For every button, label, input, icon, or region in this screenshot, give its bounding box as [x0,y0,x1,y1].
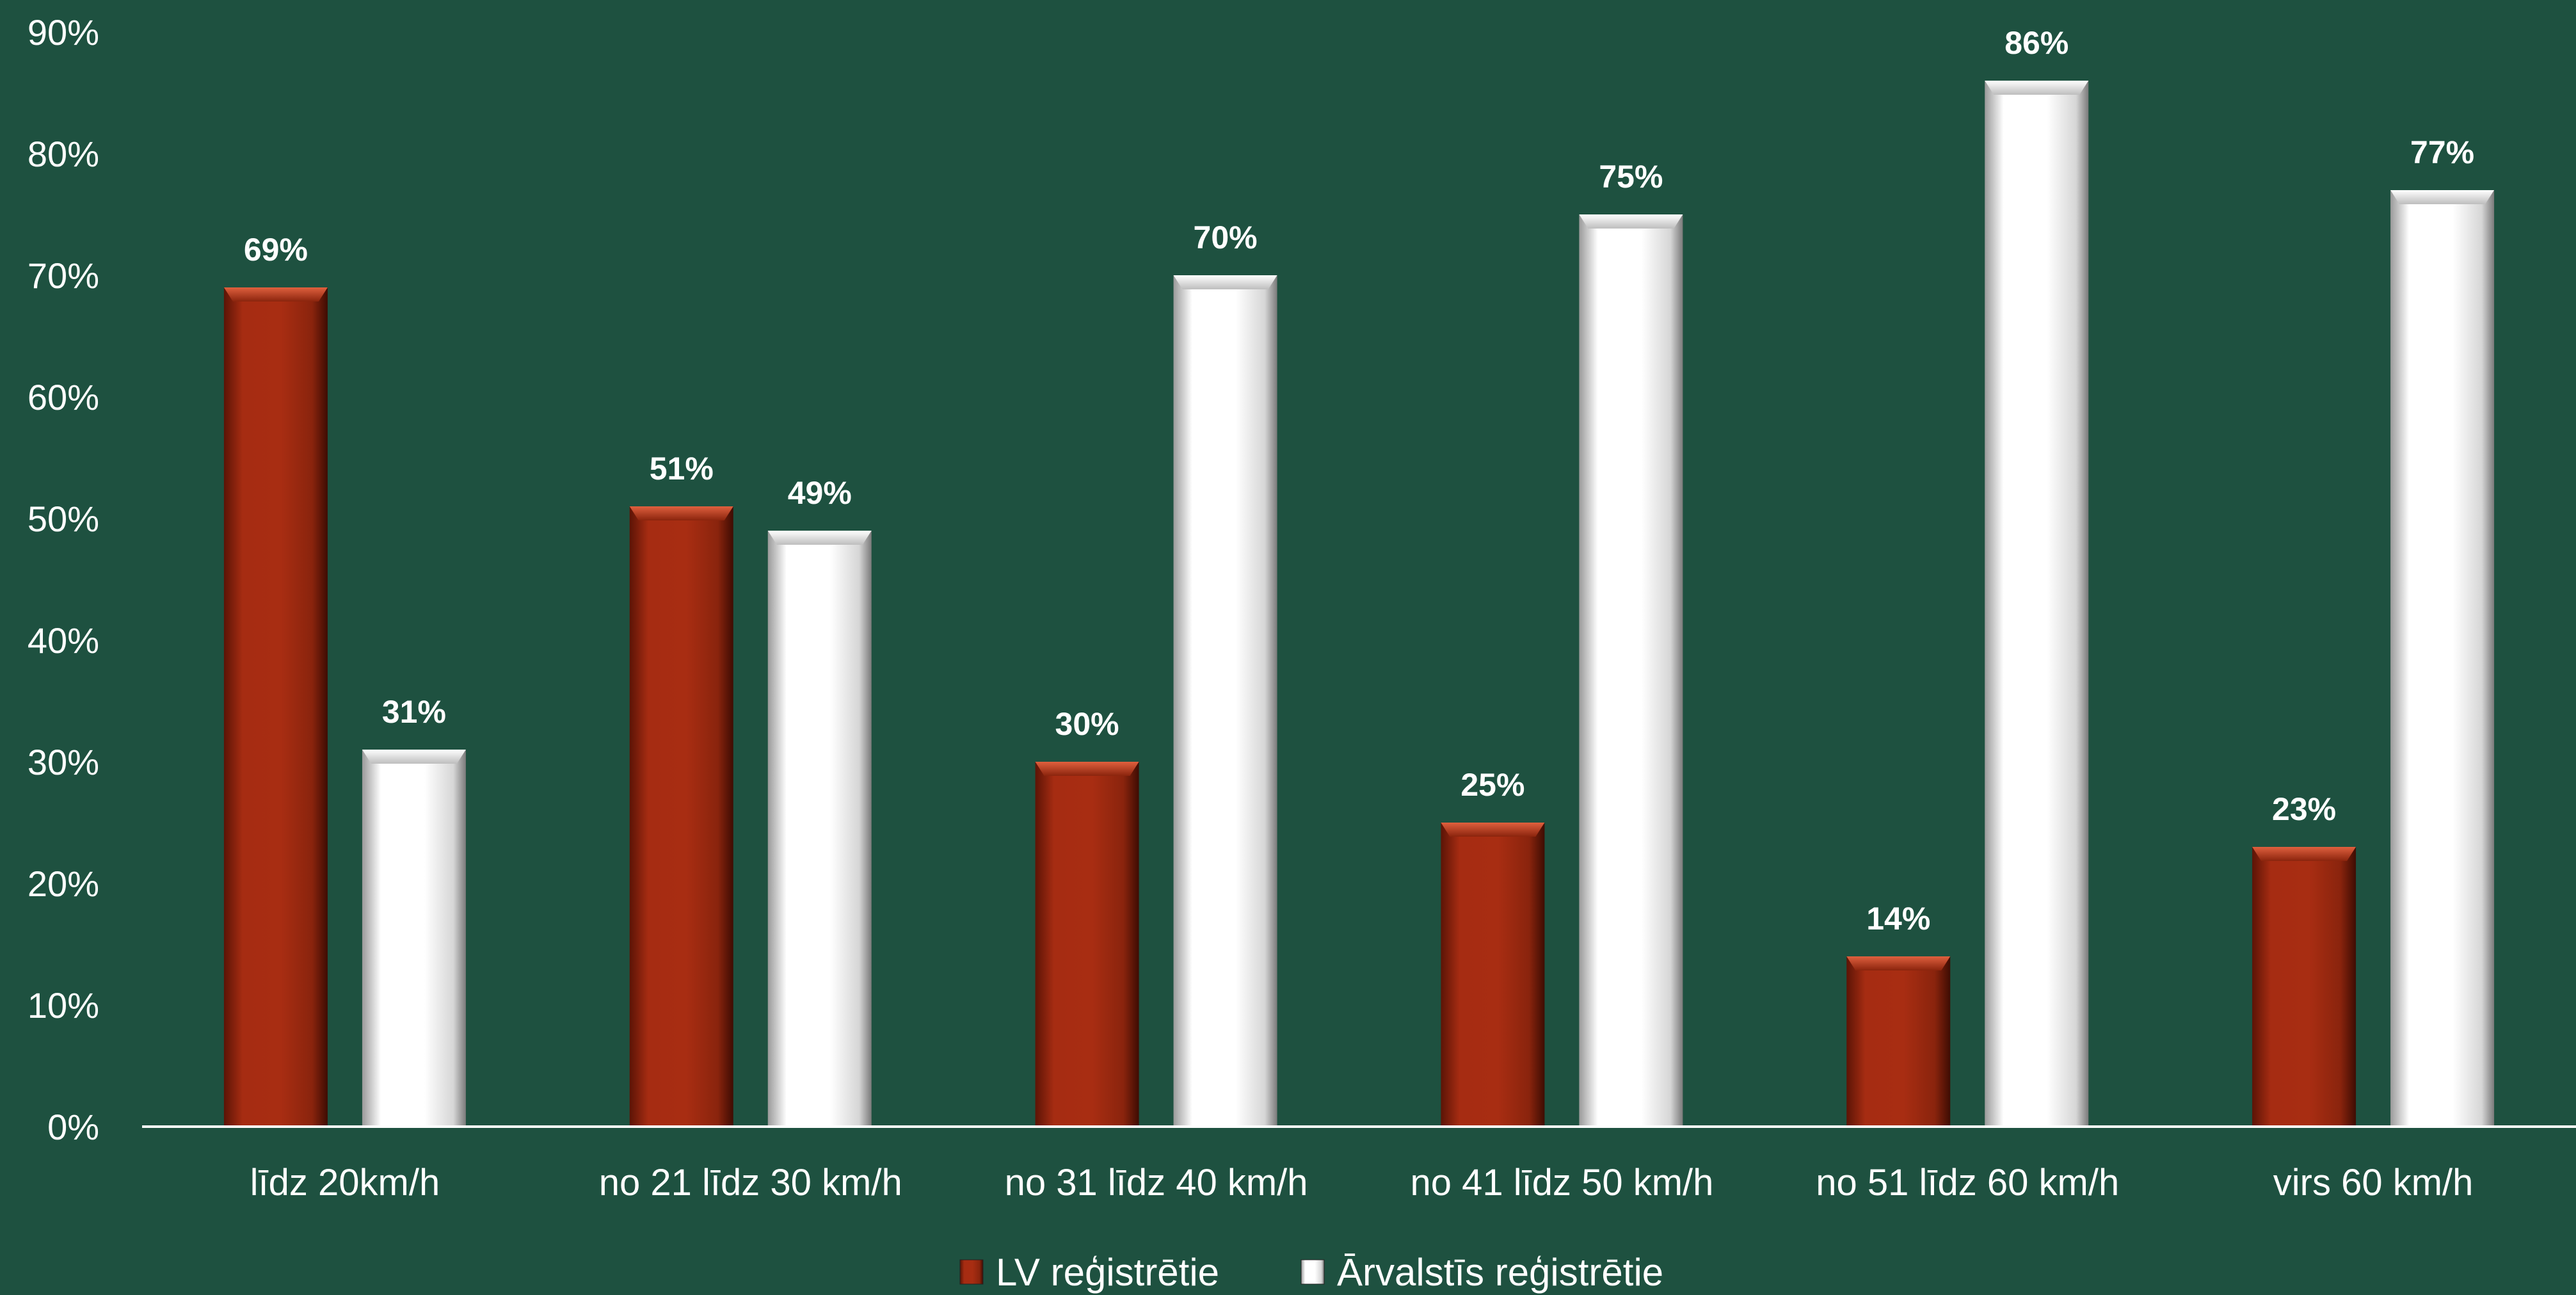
lv-bar-group: 51% [629,451,733,1127]
foreign-bar-cap [1173,275,1277,289]
x-tick-label: no 21 līdz 30 km/h [599,1162,902,1203]
x-tick-label: līdz 20km/h [250,1162,440,1203]
lv-bar-group: 30% [1035,706,1139,1127]
foreign-bar [1985,81,2089,1127]
y-tick-label: 50% [28,499,99,539]
legend-swatch-foreign [1300,1259,1325,1285]
lv-bar [2252,847,2356,1127]
lv-bar [1441,823,1545,1127]
legend: LV reģistrētie Ārvalstīs reģistrētie [959,1251,1663,1294]
lv-bar-cap [1441,823,1545,837]
lv-bar-cap [1846,956,1951,970]
foreign-bar-cap [2390,190,2495,204]
foreign-bar [362,750,466,1127]
legend-swatch-lv [959,1259,984,1285]
x-tick-label: no 41 līdz 50 km/h [1410,1162,1713,1203]
lv-bar-group: 14% [1846,901,1951,1127]
lv-bar [1035,762,1139,1127]
data-label: 69% [244,232,308,268]
lv-bar-cap [1035,762,1139,776]
foreign-bar-cap [362,750,466,764]
data-label: 75% [1599,159,1663,195]
foreign-bar-group: 49% [767,475,872,1127]
foreign-bar [1173,275,1277,1127]
y-tick-label: 60% [28,377,99,417]
data-label: 14% [1866,901,1930,937]
y-tick-label: 20% [28,864,99,904]
foreign-bar-cap [767,531,872,545]
lv-bar [629,506,733,1127]
y-tick-label: 0% [47,1107,99,1147]
lv-bar-cap [2252,847,2356,861]
foreign-bar-group: 77% [2390,134,2495,1127]
x-tick-label: no 51 līdz 60 km/h [1816,1162,2119,1203]
bars: 69% 31% 51% 49% 30% 70% 25% 75% 14% 86% 23% 77% [223,25,2495,1127]
legend-label: LV reģistrētie [996,1251,1219,1294]
foreign-bar-group: 70% [1173,220,1277,1127]
data-label: 51% [650,451,714,487]
foreign-bar-group: 86% [1985,25,2089,1127]
x-tick-label: no 31 līdz 40 km/h [1005,1162,1308,1203]
x-tick-label: virs 60 km/h [2273,1162,2474,1203]
foreign-bar-cap [1985,81,2089,95]
data-label: 86% [2004,25,2068,61]
data-label: 77% [2410,134,2474,170]
lv-bar-cap [223,287,328,302]
legend-label: Ārvalstīs reģistrētie [1337,1251,1663,1294]
data-label: 31% [382,694,446,730]
lv-bar-cap [629,506,733,520]
data-label: 25% [1460,767,1524,803]
y-tick-label: 30% [28,742,99,782]
lv-bar-group: 69% [223,232,328,1127]
data-label: 23% [2272,791,2336,827]
y-tick-label: 70% [28,255,99,296]
foreign-bar-group: 75% [1579,159,1683,1127]
foreign-bar-cap [1579,214,1683,229]
data-label: 70% [1194,220,1258,255]
lv-bar-group: 23% [2252,791,2356,1127]
lv-bar-group: 25% [1441,767,1545,1127]
lv-bar [223,287,328,1127]
y-axis: 0% 10% 20% 30% 40% 50% 60% 70% 80% 90% [28,12,99,1147]
lv-bar [1846,956,1951,1127]
y-tick-label: 40% [28,620,99,661]
foreign-bar [767,531,872,1127]
y-tick-label: 90% [28,12,99,52]
foreign-bar [1579,214,1683,1127]
y-tick-label: 80% [28,134,99,174]
data-label: 30% [1055,706,1119,742]
foreign-bar [2390,190,2495,1127]
y-tick-label: 10% [28,985,99,1026]
data-label: 49% [788,475,852,511]
x-axis: līdz 20km/h no 21 līdz 30 km/h no 31 līdz … [142,1125,2576,1203]
foreign-bar-group: 31% [362,694,466,1127]
